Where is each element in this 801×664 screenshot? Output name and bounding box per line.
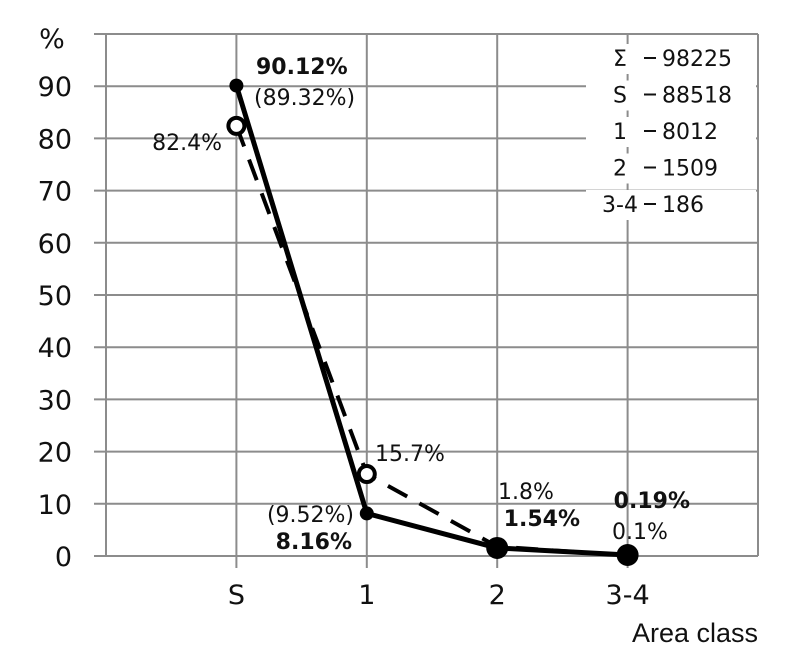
legend-key: 2 [613, 157, 627, 182]
legend-value: 88518 [662, 84, 732, 109]
data-label-solid: 1.54% [504, 507, 580, 532]
open-point-marker [226, 115, 247, 136]
data-label-solid-secondary: (9.52%) [267, 503, 354, 528]
x-tick-label: 3-4 [606, 580, 650, 611]
data-label-solid: 0.19% [614, 489, 690, 514]
legend-key: Σ [613, 47, 627, 72]
x-tick-label: S [228, 580, 245, 611]
y-tick-label: 30 [38, 385, 72, 416]
y-tick-label: 70 [38, 177, 72, 208]
solid-point-marker [229, 78, 244, 93]
legend-bg [586, 153, 756, 184]
y-axis-label: % [39, 24, 65, 55]
legend-key: S [613, 84, 627, 109]
y-tick-label: 0 [55, 542, 72, 573]
data-label-solid: 8.16% [276, 530, 352, 555]
data-label-dashed: 15.7% [375, 442, 445, 467]
solid-point-marker [616, 544, 639, 567]
legend-value: 1509 [662, 157, 718, 182]
y-tick-label: 10 [38, 490, 72, 521]
solid-point-marker [359, 506, 374, 521]
legend-bg [586, 117, 756, 147]
legend-key: 3-4 [602, 193, 638, 218]
data-label-solid: 90.12% [256, 55, 348, 80]
data-label-dashed: 0.1% [612, 520, 668, 545]
legend-bg [586, 80, 756, 111]
y-tick-label: 20 [38, 438, 72, 469]
legend-bg [586, 44, 756, 74]
series-solid-line [234, 84, 628, 558]
y-tick-label: 90 [38, 72, 72, 103]
legend-value: 8012 [662, 120, 718, 145]
legend-bg [586, 190, 756, 220]
solid-point-marker [486, 536, 509, 559]
x-tick-label: 1 [358, 580, 375, 611]
x-axis-label: Area class [632, 618, 758, 648]
y-tick-label: 60 [38, 229, 72, 260]
legend-value: 186 [662, 193, 704, 218]
legend-value: 98225 [662, 47, 732, 72]
y-tick-label: 50 [38, 281, 72, 312]
y-tick-label: 80 [38, 124, 72, 155]
y-tick-label: 40 [38, 333, 72, 364]
data-label-solid-secondary: (89.32%) [254, 86, 355, 111]
data-label-dashed: 1.8% [498, 480, 554, 505]
legend-key: 1 [613, 120, 627, 145]
data-label-dashed: 82.4% [152, 131, 222, 156]
open-point-marker [356, 464, 377, 485]
x-tick-label: 2 [489, 580, 506, 611]
